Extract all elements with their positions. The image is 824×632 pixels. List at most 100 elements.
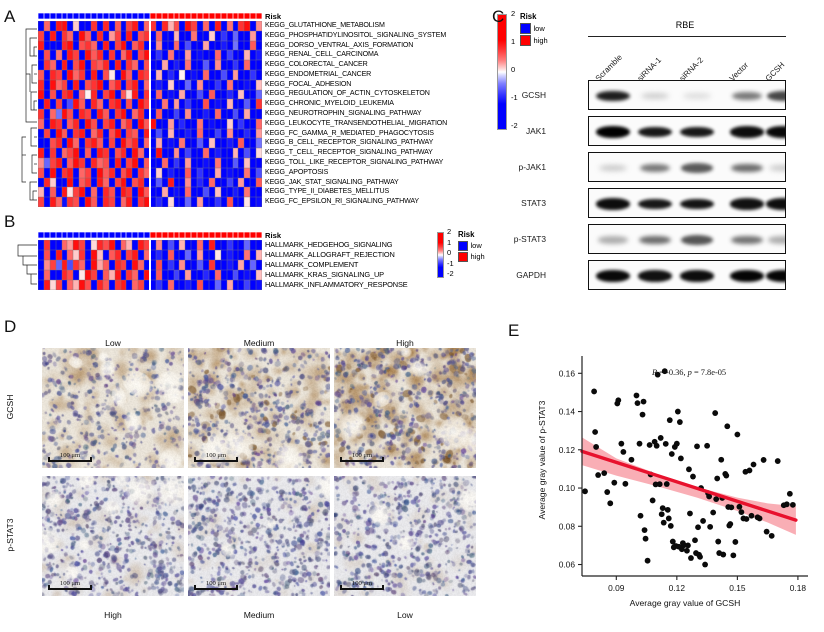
heatmap-cell <box>102 50 109 61</box>
heatmap-cell <box>155 138 162 149</box>
heatmap-cell <box>256 21 262 31</box>
blot-band <box>766 270 785 282</box>
heatmap-cell <box>203 158 209 168</box>
heatmap-cell <box>250 138 257 149</box>
heatmap-cell <box>38 60 44 70</box>
heatmap-cell <box>120 30 127 41</box>
heatmap-cell <box>114 50 121 61</box>
heatmap-cell <box>79 177 86 188</box>
heatmap-cell <box>203 21 209 31</box>
heatmap-cell <box>238 250 245 260</box>
heatmap-cell <box>43 270 50 280</box>
heatmap-cell <box>38 158 44 168</box>
heatmap-cell <box>73 138 80 149</box>
heatmap-cell <box>85 40 92 51</box>
heatmap-cell <box>73 30 80 41</box>
heatmap-cell <box>144 280 150 290</box>
heatmap-cell <box>43 148 50 159</box>
blot-band <box>638 126 672 138</box>
annot-cell-high <box>161 232 168 238</box>
heatmap-cell <box>161 40 168 51</box>
heatmap-cell <box>179 50 186 61</box>
heatmap-cell <box>173 280 180 290</box>
scatter-point <box>637 512 644 519</box>
heatmap-cell <box>138 21 145 31</box>
heatmap-cell <box>244 138 251 149</box>
heatmap-cell <box>73 177 80 188</box>
heatmap-cell <box>114 250 121 260</box>
heatmap-cell <box>149 89 156 100</box>
heatmap-cell <box>144 177 150 188</box>
heatmap-cell <box>214 30 221 41</box>
heatmap-cell <box>73 60 80 70</box>
heatmap-cell <box>155 50 162 61</box>
heatmap-row-label: HALLMARK_INFLAMMATORY_RESPONSE <box>265 280 408 289</box>
heatmap-cell <box>61 21 68 31</box>
heatmap-row-label: KEGG_APOPTOSIS <box>265 167 329 176</box>
heatmap-cell <box>102 158 109 168</box>
heatmap-cell <box>132 40 139 51</box>
heatmap-cell <box>197 177 204 188</box>
heatmap-cell <box>144 260 150 270</box>
annot-cell-low <box>91 232 97 238</box>
heatmap-cell <box>191 118 198 129</box>
blot-row-label: p-JAK1 <box>518 162 546 172</box>
heatmap-cell <box>144 118 150 129</box>
heatmap-cell <box>185 79 192 90</box>
heatmap-cell <box>185 99 192 110</box>
heatmap-cell <box>79 69 86 80</box>
heatmap-cell <box>232 177 239 188</box>
scatter-point <box>748 512 755 519</box>
heatmap-cell <box>144 187 150 198</box>
heatmap-cell <box>120 99 127 110</box>
heatmap-cell <box>149 99 156 110</box>
annot-cell-high <box>244 232 251 238</box>
heatmap-cell <box>179 30 186 41</box>
ihc-micrograph: 100 μm <box>334 348 476 468</box>
heatmap-cell <box>197 21 204 31</box>
heatmap-cell <box>102 187 109 198</box>
heatmap-cell <box>250 40 257 51</box>
heatmap-cell <box>96 50 103 61</box>
ihc-bottom-label: Low <box>397 610 413 620</box>
heatmap-cell <box>167 89 174 100</box>
heatmap-cell <box>185 197 192 207</box>
color-scale-tick: 2 <box>511 9 516 18</box>
heatmap-cell <box>91 89 97 100</box>
panel-a-risk-legend: Risk low high <box>520 13 548 47</box>
heatmap-cell <box>167 109 174 119</box>
heatmap-cell <box>244 99 251 110</box>
heatmap-cell <box>132 197 139 207</box>
heatmap-cell <box>256 69 262 80</box>
heatmap-cell <box>114 177 121 188</box>
heatmap-cell <box>67 240 74 250</box>
heatmap-cell <box>108 128 115 139</box>
blot-band <box>766 91 785 101</box>
heatmap-cell <box>38 118 44 129</box>
blot-band <box>768 236 785 244</box>
panel-b-risk-legend-title: Risk <box>458 230 475 239</box>
heatmap-cell <box>43 60 50 70</box>
heatmap-cell <box>132 148 139 159</box>
heatmap-cell <box>208 260 215 270</box>
heatmap-cell <box>96 118 103 129</box>
heatmap-cell <box>49 109 56 119</box>
heatmap-cell <box>55 250 62 260</box>
annot-cell-high <box>185 13 192 19</box>
heatmap-cell <box>49 118 56 129</box>
heatmap-cell <box>55 99 62 110</box>
heatmap-cell <box>232 21 239 31</box>
heatmap-cell <box>43 40 50 51</box>
heatmap-cell <box>138 148 145 159</box>
blot-row-label: JAK1 <box>525 126 546 136</box>
heatmap-cell <box>114 197 121 207</box>
heatmap-cell <box>214 60 221 70</box>
heatmap-cell <box>250 158 257 168</box>
heatmap-cell <box>185 260 192 270</box>
heatmap-cell <box>173 60 180 70</box>
heatmap-cell <box>173 69 180 80</box>
heatmap-cell <box>232 240 239 250</box>
heatmap-cell <box>167 148 174 159</box>
blot-lane-strip <box>588 80 786 110</box>
blot-band <box>680 198 714 210</box>
